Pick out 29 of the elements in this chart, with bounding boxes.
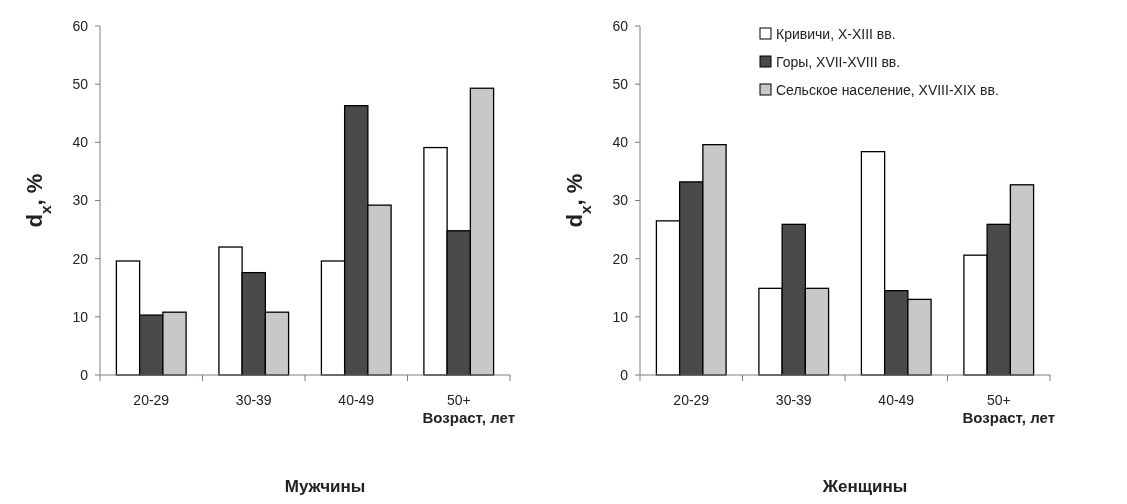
text: Мужчины (284, 477, 366, 496)
x-tick-label: 20-29 (673, 392, 710, 408)
legend-label: Горы, XVII-XVIII вв. (776, 53, 901, 70)
x-axis-title: Возраст, лет (422, 409, 515, 426)
x-tick-label: 50+ (446, 392, 471, 408)
x-axis-title: Возраст, лет (962, 409, 1055, 426)
x-tick-label: 40-49 (878, 392, 915, 408)
x-tick-label: 50+ (986, 392, 1011, 408)
y-tick-label: 10 (612, 308, 629, 325)
x-tick-label: 30-39 (775, 392, 812, 408)
x-tick-label: 20-29 (133, 392, 170, 408)
y-tick-label: 40 (612, 134, 629, 151)
y-tick-label: 0 (80, 366, 89, 383)
x-tick-label: 40-49 (338, 392, 375, 408)
x-tick-label: 30-39 (235, 392, 272, 408)
text: Женщины (821, 477, 908, 496)
legend-label: Кривичи, X-XIII вв. (776, 25, 896, 42)
y-tick-label: 40 (72, 134, 89, 151)
y-tick-label: 50 (612, 76, 629, 93)
y-tick-label: 50 (72, 76, 89, 93)
y-tick-label: 60 (72, 17, 89, 34)
y-tick-label: 30 (72, 192, 89, 209)
legend-label: Сельское население, XVIII-XIX вв. (776, 81, 999, 98)
y-tick-label: 10 (72, 308, 89, 325)
y-tick-label: 30 (612, 192, 629, 209)
y-tick-label: 60 (612, 17, 629, 34)
y-tick-label: 20 (612, 250, 629, 267)
y-tick-label: 20 (72, 250, 89, 267)
y-tick-label: 0 (620, 366, 629, 383)
